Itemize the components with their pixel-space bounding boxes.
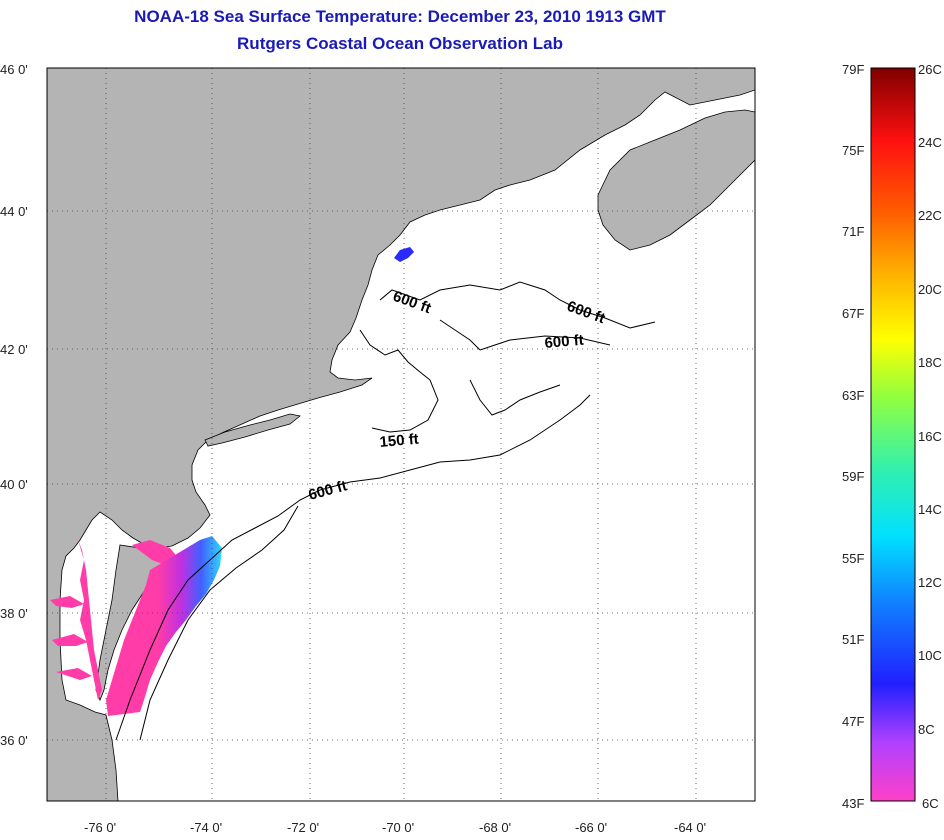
lon-tick-label: -72 0' [287, 820, 319, 835]
lat-tick-label: 40 0' [0, 477, 28, 492]
colorbar-c-label: 8C [918, 722, 935, 737]
graticule [47, 68, 755, 801]
depth-label: 150 ft [379, 431, 420, 451]
chesapeake-bay-sst [78, 540, 102, 700]
colorbar-c-label: 14C [918, 502, 942, 517]
land-mainland [47, 68, 755, 801]
sst-swath [106, 536, 222, 716]
depth-label: 600 ft [544, 332, 585, 352]
colorbar-f-label: 59F [842, 469, 864, 484]
colorbar-f-label: 79F [842, 62, 864, 77]
lat-tick-label: 38 0' [0, 606, 28, 621]
colorbar-c-label: 16C [918, 429, 942, 444]
colorbar-c-label: 18C [918, 355, 942, 370]
colorbar-f-label: 63F [842, 388, 864, 403]
colorbar-c-label: 20C [918, 282, 942, 297]
colorbar-f-label: 47F [842, 714, 864, 729]
lon-tick-label: -70 0' [382, 820, 414, 835]
lat-tick-label: 42 0' [0, 342, 28, 357]
lon-tick-label: -74 0' [190, 820, 222, 835]
colorbar-f-label: 55F [842, 551, 864, 566]
colorbar-f-label: 75F [842, 143, 864, 158]
map-subtitle: Rutgers Coastal Ocean Observation Lab [237, 34, 563, 53]
colorbar-c-label: 26C [918, 62, 942, 77]
lon-tick-label: -66 0' [575, 820, 607, 835]
chesapeake-tributary-sst [50, 596, 92, 680]
colorbar-f-label: 51F [842, 632, 864, 647]
lon-tick-label: -76 0' [84, 820, 116, 835]
lon-tick-label: -64 0' [674, 820, 706, 835]
sst-gulf-of-maine-patch [394, 247, 414, 262]
colorbar-c-label: 22C [918, 208, 942, 223]
lat-tick-label: 36 0' [0, 733, 28, 748]
colorbar-c-label: 24C [918, 135, 942, 150]
colorbar [870, 67, 916, 802]
colorbar-f-label: 71F [842, 224, 864, 239]
map-title: NOAA-18 Sea Surface Temperature: Decembe… [134, 7, 666, 26]
bathymetry-contours [115, 281, 656, 741]
colorbar-f-label: 67F [842, 306, 864, 321]
colorbar-c-label: 6C [922, 796, 939, 811]
land-nova-scotia [597, 109, 755, 251]
lat-tick-label: 46 0' [0, 62, 28, 77]
colorbar-c-label: 12C [918, 575, 942, 590]
colorbar-f-label: 43F [842, 796, 864, 811]
lon-tick-label: -68 0' [479, 820, 511, 835]
lat-tick-label: 44 0' [0, 204, 28, 219]
land-long-island [204, 413, 301, 447]
colorbar-c-label: 10C [918, 648, 942, 663]
